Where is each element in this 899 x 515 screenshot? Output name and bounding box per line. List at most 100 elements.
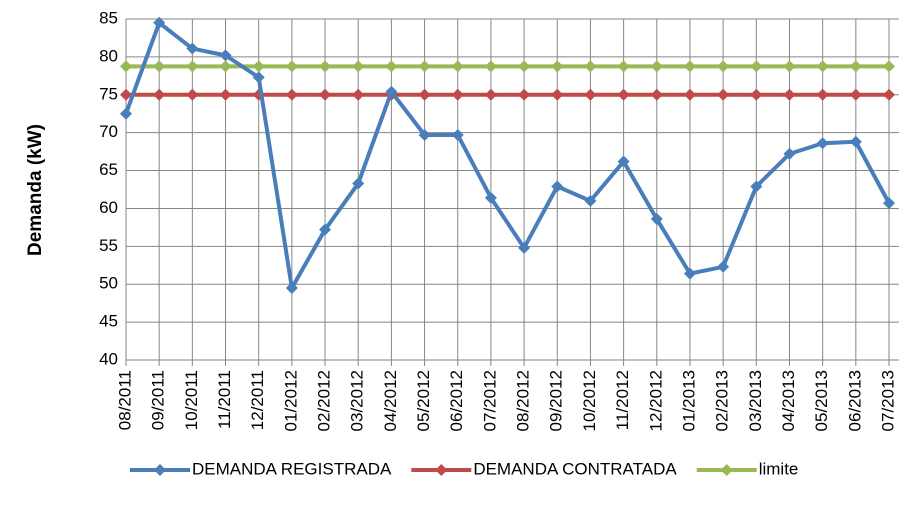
- y-axis-title: Demanda (kW): [25, 124, 46, 256]
- marker: [883, 88, 895, 101]
- y-tick-label: 80: [99, 46, 118, 65]
- marker: [451, 60, 464, 73]
- y-tick-label: 55: [99, 236, 118, 255]
- marker: [849, 88, 862, 101]
- marker: [484, 191, 497, 204]
- x-tick-label: 05/2012: [414, 370, 433, 431]
- marker: [617, 60, 630, 73]
- legend-marker: [435, 464, 448, 476]
- marker: [319, 88, 332, 101]
- y-tick-label: 85: [99, 8, 118, 27]
- x-tick-label: 09/2012: [547, 370, 566, 431]
- x-tick-label: 07/2013: [878, 370, 897, 431]
- marker: [451, 128, 464, 141]
- marker: [285, 60, 298, 73]
- marker: [883, 197, 895, 210]
- y-tick-label: 50: [99, 274, 118, 293]
- x-tick-label: 04/2012: [381, 370, 400, 431]
- marker: [451, 88, 464, 101]
- x-tick-label: 09/2011: [149, 370, 168, 430]
- marker: [816, 60, 829, 73]
- marker: [683, 88, 696, 101]
- x-tick-label: 05/2013: [812, 370, 831, 431]
- x-tick-label: 08/2011: [115, 370, 134, 430]
- marker: [683, 267, 696, 280]
- marker: [783, 60, 796, 73]
- marker: [617, 155, 630, 168]
- marker: [816, 137, 829, 150]
- marker: [883, 60, 895, 73]
- marker: [617, 88, 630, 101]
- x-tick-label: 07/2012: [480, 370, 499, 431]
- marker: [551, 180, 564, 193]
- x-tick-label: 11/2012: [613, 370, 632, 430]
- marker: [153, 16, 166, 29]
- marker: [518, 88, 531, 101]
- marker: [352, 177, 365, 190]
- x-tick-label: 10/2012: [580, 370, 599, 431]
- y-tick-label: 65: [99, 160, 118, 179]
- marker: [650, 60, 663, 73]
- marker: [153, 60, 166, 73]
- x-tick-label: 01/2013: [679, 370, 698, 431]
- x-tick-label: 12/2011: [248, 370, 267, 430]
- marker: [518, 241, 531, 254]
- x-tick-label: 10/2011: [182, 370, 201, 430]
- marker: [285, 88, 298, 101]
- marker: [385, 60, 398, 73]
- legend-item: limite: [696, 459, 799, 478]
- marker: [352, 88, 365, 101]
- x-tick-label: 02/2012: [315, 370, 334, 431]
- marker: [750, 88, 763, 101]
- marker: [650, 88, 663, 101]
- marker: [849, 135, 862, 148]
- x-tick-label: 02/2013: [713, 370, 732, 431]
- marker: [186, 42, 199, 55]
- marker: [186, 60, 199, 73]
- marker: [816, 88, 829, 101]
- marker: [418, 88, 431, 101]
- marker: [584, 60, 597, 73]
- marker: [484, 60, 497, 73]
- marker: [717, 60, 730, 73]
- marker: [484, 88, 497, 101]
- legend-item: DEMANDA CONTRATADA: [411, 459, 677, 478]
- marker: [186, 88, 199, 101]
- legend-marker: [720, 464, 733, 476]
- marker: [319, 60, 332, 73]
- marker: [783, 147, 796, 160]
- x-tick-label: 03/2013: [746, 370, 765, 431]
- marker: [219, 60, 232, 73]
- marker: [518, 60, 531, 73]
- marker: [120, 107, 132, 120]
- marker: [252, 71, 265, 84]
- x-tick-label: 03/2012: [348, 370, 367, 431]
- legend-label: DEMANDA CONTRATADA: [473, 459, 677, 478]
- marker: [683, 60, 696, 73]
- marker: [551, 60, 564, 73]
- legend-item: DEMANDA REGISTRADA: [130, 459, 392, 478]
- y-tick-label: 75: [99, 84, 118, 103]
- marker: [120, 60, 132, 73]
- legend-label: limite: [759, 459, 799, 478]
- y-tick-label: 60: [99, 198, 118, 217]
- marker: [219, 88, 232, 101]
- series-line: [124, 20, 891, 291]
- marker: [750, 180, 763, 193]
- marker: [418, 128, 431, 141]
- marker: [849, 60, 862, 73]
- marker: [153, 88, 166, 101]
- marker: [717, 260, 730, 273]
- x-tick-label: 12/2012: [646, 370, 665, 431]
- x-tick-label: 04/2013: [779, 370, 798, 431]
- x-tick-label: 06/2012: [447, 370, 466, 431]
- marker: [319, 223, 332, 236]
- x-tick-label: 06/2013: [845, 370, 864, 431]
- marker: [252, 60, 265, 73]
- marker: [352, 60, 365, 73]
- marker: [650, 213, 663, 226]
- x-tick-label: 08/2012: [514, 370, 533, 431]
- y-tick-label: 70: [99, 122, 118, 141]
- marker: [750, 60, 763, 73]
